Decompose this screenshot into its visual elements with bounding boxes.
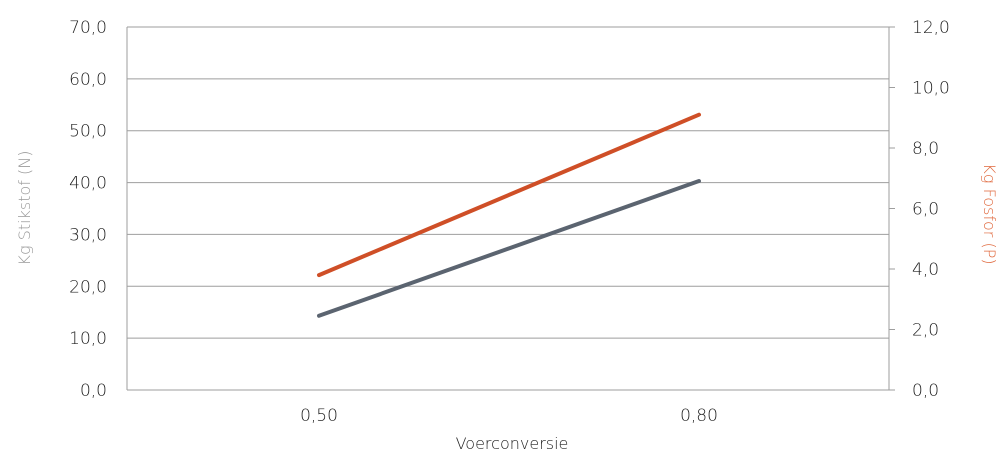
right-y-tick-label: 4,0 <box>912 260 939 280</box>
right-y-tick-label: 12,0 <box>912 18 950 38</box>
x-axis-title: Voerconversie <box>456 434 569 453</box>
left-y-tick-label: 50,0 <box>69 122 107 142</box>
right-y-axis-ticks: 0,0 2,0 4,0 6,0 8,0 10,0 12,0 <box>889 18 950 401</box>
left-y-axis-title: Kg Stikstof (N) <box>15 151 34 266</box>
x-axis-ticks: 0,50 0,80 <box>300 406 718 426</box>
right-y-axis-title: Kg Fosfor (P) <box>980 163 999 264</box>
gridlines <box>126 26 890 391</box>
right-y-tick-label: 0,0 <box>912 381 939 401</box>
series-line-left-axis <box>317 179 701 318</box>
right-y-tick-label: 8,0 <box>912 139 939 159</box>
left-y-tick-label: 30,0 <box>69 225 107 245</box>
left-y-tick-label: 0,0 <box>80 381 107 401</box>
right-y-tick-label: 10,0 <box>912 79 950 99</box>
left-y-axis-ticks: 0,0 10,0 20,0 30,0 40,0 50,0 60,0 70,0 <box>69 18 107 401</box>
left-y-tick-label: 70,0 <box>69 18 107 38</box>
series-lines <box>317 112 701 318</box>
left-y-tick-label: 20,0 <box>69 277 107 297</box>
series-line-right-axis <box>317 112 701 278</box>
x-tick-label: 0,80 <box>680 406 718 426</box>
left-y-tick-label: 60,0 <box>69 70 107 90</box>
right-y-tick-label: 2,0 <box>912 321 939 341</box>
left-y-tick-label: 40,0 <box>69 174 107 194</box>
right-y-tick-label: 6,0 <box>912 200 939 220</box>
x-tick-label: 0,50 <box>300 406 338 426</box>
left-y-tick-label: 10,0 <box>69 329 107 349</box>
